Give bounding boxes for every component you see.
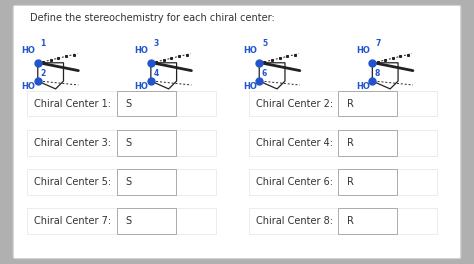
FancyBboxPatch shape <box>27 130 216 155</box>
FancyBboxPatch shape <box>338 169 397 195</box>
Text: 4: 4 <box>153 69 158 78</box>
FancyBboxPatch shape <box>338 208 397 234</box>
FancyBboxPatch shape <box>117 91 176 116</box>
FancyBboxPatch shape <box>249 91 438 116</box>
FancyBboxPatch shape <box>338 91 397 116</box>
Text: Define the stereochemistry for each chiral center:: Define the stereochemistry for each chir… <box>30 13 274 23</box>
Text: HO: HO <box>135 46 148 55</box>
Text: S: S <box>126 138 132 148</box>
Text: 6: 6 <box>262 69 267 78</box>
FancyBboxPatch shape <box>27 169 216 195</box>
Text: HO: HO <box>356 82 370 91</box>
Text: S: S <box>126 98 132 109</box>
FancyBboxPatch shape <box>249 208 438 234</box>
Text: HO: HO <box>243 46 257 55</box>
Text: R: R <box>347 177 354 187</box>
FancyBboxPatch shape <box>249 169 438 195</box>
Text: 7: 7 <box>375 39 381 48</box>
Text: Chiral Center 2:: Chiral Center 2: <box>256 98 333 109</box>
FancyBboxPatch shape <box>117 208 176 234</box>
Text: HO: HO <box>21 82 36 91</box>
FancyBboxPatch shape <box>13 5 461 259</box>
FancyBboxPatch shape <box>117 169 176 195</box>
Text: R: R <box>347 216 354 226</box>
Text: 2: 2 <box>40 69 46 78</box>
Text: Chiral Center 6:: Chiral Center 6: <box>256 177 333 187</box>
Text: Chiral Center 8:: Chiral Center 8: <box>256 216 333 226</box>
Text: 1: 1 <box>41 39 46 48</box>
Text: Chiral Center 5:: Chiral Center 5: <box>35 177 111 187</box>
Text: 8: 8 <box>374 69 380 78</box>
Text: Chiral Center 4:: Chiral Center 4: <box>256 138 333 148</box>
Text: HO: HO <box>135 82 148 91</box>
Text: Chiral Center 7:: Chiral Center 7: <box>35 216 111 226</box>
Text: Chiral Center 1:: Chiral Center 1: <box>35 98 111 109</box>
Text: HO: HO <box>356 46 370 55</box>
Text: Chiral Center 3:: Chiral Center 3: <box>35 138 111 148</box>
FancyBboxPatch shape <box>117 130 176 155</box>
FancyBboxPatch shape <box>249 130 438 155</box>
Text: 3: 3 <box>154 39 159 48</box>
FancyBboxPatch shape <box>27 208 216 234</box>
Text: HO: HO <box>243 82 257 91</box>
Text: R: R <box>347 138 354 148</box>
Text: R: R <box>347 98 354 109</box>
Text: 5: 5 <box>262 39 267 48</box>
FancyBboxPatch shape <box>338 130 397 155</box>
Text: S: S <box>126 177 132 187</box>
Text: S: S <box>126 216 132 226</box>
Text: HO: HO <box>21 46 36 55</box>
FancyBboxPatch shape <box>27 91 216 116</box>
